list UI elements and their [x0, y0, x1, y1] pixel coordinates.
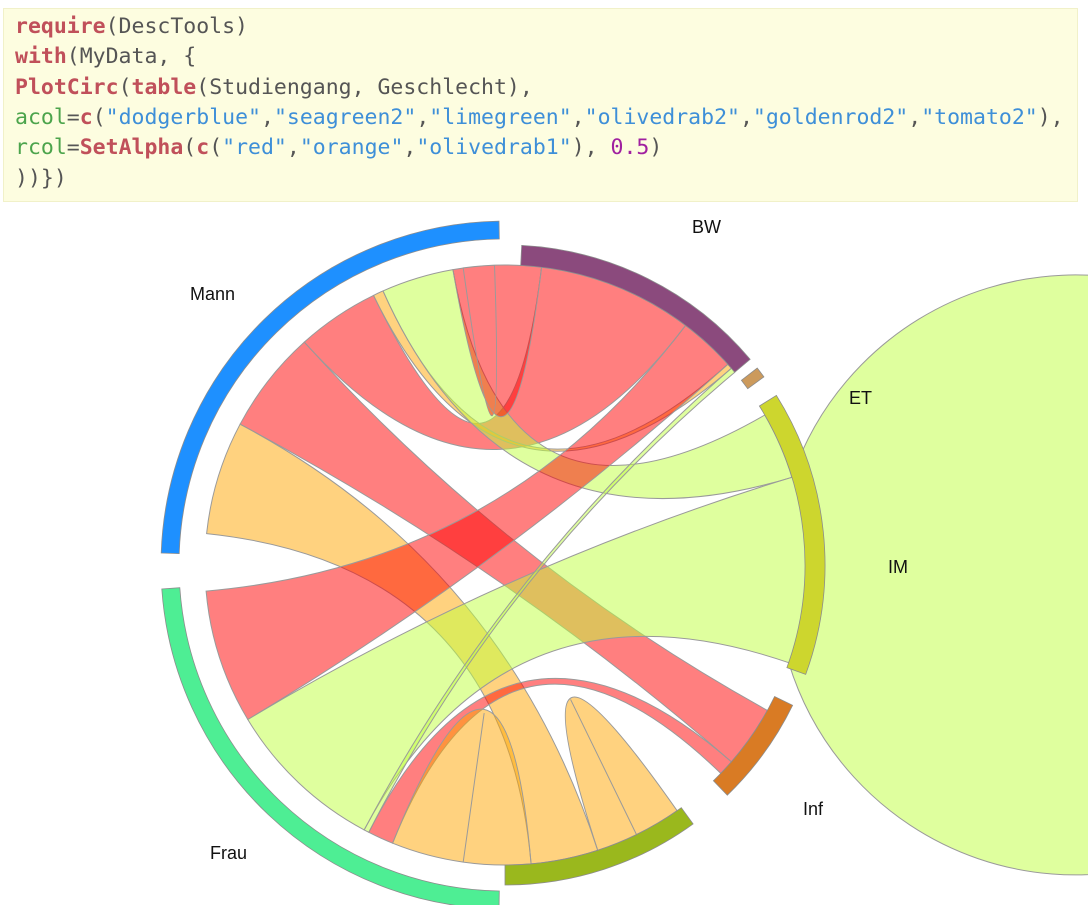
- arc-frau: [161, 587, 500, 910]
- code-token: PlotCirc: [15, 74, 119, 100]
- code-line: with(MyData, {: [15, 42, 196, 72]
- code-token: ): [53, 165, 67, 191]
- chord-diagram: Mann Frau BW ET IM Inf: [0, 205, 1088, 910]
- label-im: IM: [888, 557, 908, 577]
- code-token: (: [183, 135, 197, 161]
- code-token: c: [79, 104, 93, 130]
- arc-green-segment: [504, 807, 694, 886]
- code-token: }: [40, 165, 54, 191]
- ribbon-frau-bw: [205, 324, 729, 721]
- code-block: require(DescTools) with(MyData, {PlotCirc…: [3, 8, 1078, 202]
- sector-labels: Mann Frau BW ET IM Inf: [190, 217, 908, 863]
- label-mann: Mann: [190, 284, 235, 304]
- code-line: acol=c("dodgerblue","seagreen2","limegre…: [15, 103, 1064, 133]
- code-token: acol: [15, 104, 67, 130]
- ribbon-frau-gold: [391, 708, 532, 866]
- code-token: ,: [403, 135, 417, 161]
- code-token: ),: [1037, 104, 1064, 130]
- code-token: (Studiengang, Geschlecht),: [196, 74, 533, 100]
- code-token: ),: [571, 135, 611, 161]
- arc-im: [758, 394, 826, 675]
- sector-arcs: [160, 220, 826, 910]
- arc-mann: [160, 220, 500, 555]
- ribbons: [205, 264, 1088, 876]
- code-token: "goldenrod2": [752, 104, 909, 130]
- code-token: ,: [739, 104, 753, 130]
- code-token: =: [66, 104, 80, 130]
- code-line: rcol=SetAlpha(c("red","orange","olivedra…: [15, 133, 662, 163]
- label-frau: Frau: [210, 843, 247, 863]
- code-token: ,: [286, 135, 300, 161]
- arc-inf: [712, 695, 794, 796]
- code-token: rcol: [15, 135, 67, 161]
- chord-diagram-svg: Mann Frau BW ET IM Inf: [160, 217, 1088, 910]
- code-token: "red": [222, 135, 287, 161]
- code-token: (: [118, 74, 132, 100]
- code-token: "dodgerblue": [105, 104, 261, 130]
- code-token: "olivedrab1": [416, 135, 572, 161]
- code-line: ))}): [15, 164, 67, 194]
- code-token: =: [66, 135, 80, 161]
- arc-et: [740, 367, 765, 390]
- code-token: "seagreen2": [273, 104, 417, 130]
- code-token: (DescTools): [105, 14, 248, 39]
- code-token: ): [649, 135, 663, 161]
- label-et: ET: [849, 388, 872, 408]
- code-token: "orange": [299, 135, 404, 161]
- code-token: ,: [908, 104, 922, 130]
- label-bw: BW: [692, 217, 721, 237]
- code-token: with: [15, 44, 67, 70]
- ribbon-mann-bw2: [452, 264, 543, 417]
- label-inf: Inf: [803, 799, 824, 819]
- code-token: "limegreen": [429, 104, 572, 130]
- code-token: (: [209, 135, 223, 161]
- code-token: 0.5: [610, 135, 650, 161]
- code-token: table: [131, 74, 197, 100]
- code-token: (MyData, {: [66, 44, 197, 70]
- code-token: require: [15, 14, 106, 39]
- code-token: ,: [416, 104, 430, 130]
- code-token: "olivedrab2": [584, 104, 740, 130]
- code-token: ,: [571, 104, 585, 130]
- code-line: PlotCirc(table(Studiengang, Geschlecht),: [15, 73, 533, 103]
- code-token: c: [196, 135, 210, 161]
- code-token: ,: [260, 104, 274, 130]
- code-token: )): [15, 165, 41, 191]
- code-token: (: [92, 104, 106, 130]
- arc-bw: [520, 244, 751, 373]
- code-token: SetAlpha: [79, 135, 184, 161]
- ribbon-frau-im: [247, 274, 1088, 876]
- code-token: "tomato2": [921, 104, 1038, 130]
- code-line: require(DescTools): [15, 12, 248, 42]
